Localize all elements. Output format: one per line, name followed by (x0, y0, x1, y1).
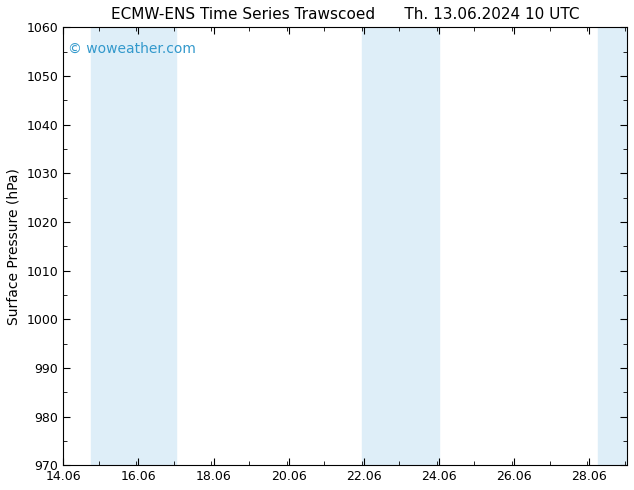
Bar (361, 27, 439, 465)
Text: © woweather.com: © woweather.com (68, 42, 197, 56)
Bar (91, 27, 176, 465)
Y-axis label: Surface Pressure (hPa): Surface Pressure (hPa) (7, 168, 21, 325)
Title: ECMW-ENS Time Series Trawscoed      Th. 13.06.2024 10 UTC: ECMW-ENS Time Series Trawscoed Th. 13.06… (111, 7, 579, 22)
Bar (598, 27, 627, 465)
